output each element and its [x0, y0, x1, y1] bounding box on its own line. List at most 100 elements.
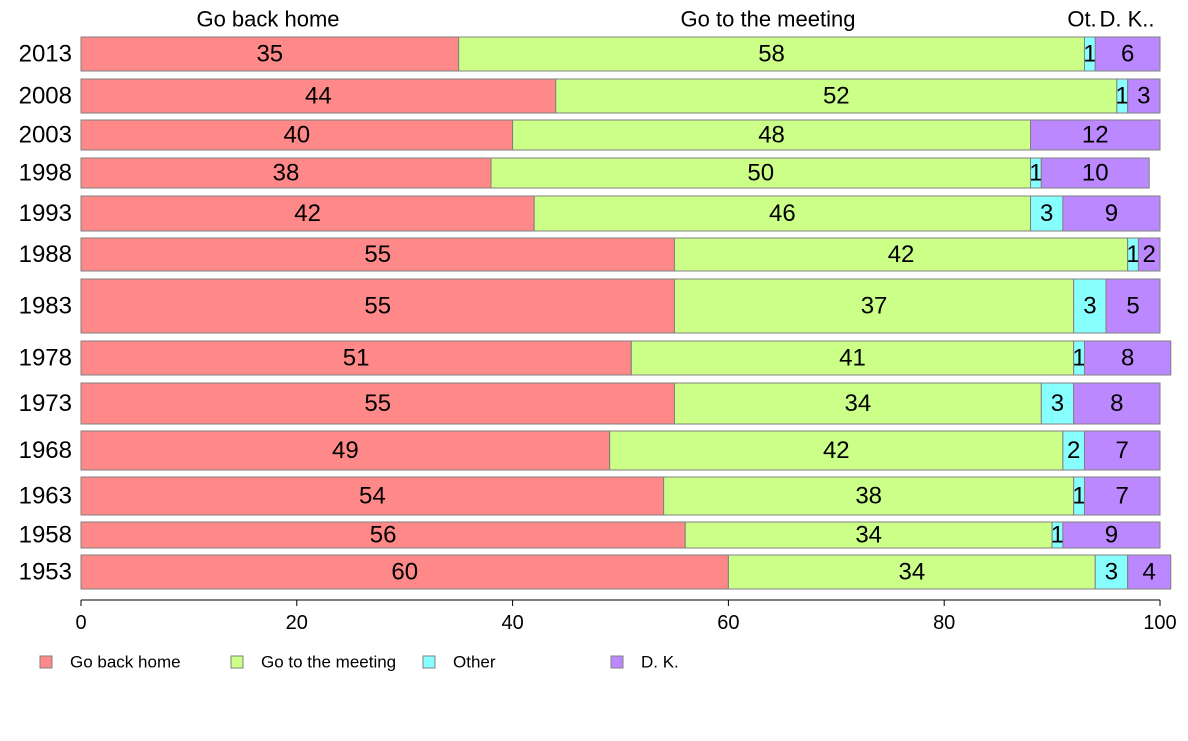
- x-tick-label: 0: [75, 612, 86, 634]
- data-label: 12: [1082, 122, 1109, 149]
- data-label: 50: [747, 160, 774, 187]
- bar-segment: [80, 278, 675, 334]
- data-label: 44: [305, 83, 332, 110]
- bar-segment: [80, 340, 632, 376]
- bar-segment: [630, 340, 1075, 376]
- data-label: 34: [898, 559, 925, 586]
- x-tick-label: 100: [1143, 612, 1176, 634]
- data-label: 1: [1126, 241, 1139, 268]
- data-label: 4: [1143, 559, 1156, 586]
- bar-segment: [727, 554, 1096, 590]
- data-label: 1: [1072, 345, 1085, 372]
- bar-segment: [490, 157, 1032, 189]
- data-label: 1: [1083, 41, 1096, 68]
- bar-segment: [1094, 554, 1129, 590]
- bar-segment: [1083, 476, 1161, 516]
- data-label: 8: [1110, 390, 1123, 417]
- bar-segment: [80, 237, 675, 272]
- bar-segment: [1030, 119, 1161, 151]
- x-tick-label: 40: [501, 612, 523, 634]
- data-label: 35: [256, 41, 283, 68]
- legend-label: Go to the meeting: [261, 653, 396, 672]
- data-label: 3: [1105, 559, 1118, 586]
- category-label: 1978: [19, 345, 72, 372]
- bar-segment: [555, 78, 1118, 114]
- data-label: 51: [343, 345, 370, 372]
- bar-segment: [1040, 382, 1075, 425]
- data-label: 3: [1137, 83, 1150, 110]
- data-label: 34: [855, 522, 882, 549]
- category-label: 2013: [19, 41, 72, 68]
- data-label: 1: [1116, 83, 1129, 110]
- bar-segment: [80, 195, 535, 232]
- data-label: 40: [283, 122, 310, 149]
- category-label: 1968: [19, 437, 72, 464]
- bar-segment: [1105, 278, 1161, 334]
- category-label: 1973: [19, 390, 72, 417]
- data-label: 55: [364, 293, 391, 320]
- category-label: 1998: [19, 160, 72, 187]
- data-label: 7: [1116, 483, 1129, 510]
- data-label: 58: [758, 41, 785, 68]
- category-label: 1958: [19, 522, 72, 549]
- category-label: 1993: [19, 200, 72, 227]
- data-label: 38: [273, 160, 300, 187]
- category-label: 2008: [19, 83, 72, 110]
- category-label: 2003: [19, 122, 72, 149]
- legend-swatch: [39, 655, 53, 669]
- bar-segment: [673, 237, 1129, 272]
- bar-segment: [80, 521, 686, 549]
- data-label: 56: [370, 522, 397, 549]
- data-label: 1: [1051, 522, 1064, 549]
- data-label: 1: [1029, 160, 1042, 187]
- data-label: 48: [758, 122, 785, 149]
- bar-segment: [1083, 430, 1161, 471]
- data-label: 3: [1040, 200, 1053, 227]
- data-label: 42: [294, 200, 321, 227]
- bar-segment: [1062, 521, 1161, 549]
- x-tick-label: 80: [933, 612, 955, 634]
- data-label: 60: [391, 559, 418, 586]
- bar-segment: [512, 119, 1032, 151]
- top-label: Ot.: [1067, 7, 1096, 32]
- data-label: 34: [845, 390, 872, 417]
- data-label: 42: [888, 241, 915, 268]
- bar-segment: [1127, 78, 1161, 114]
- data-label: 52: [823, 83, 850, 110]
- data-label: 2: [1067, 437, 1080, 464]
- bar-segment: [80, 119, 514, 151]
- data-label: 7: [1116, 437, 1129, 464]
- bar-segment: [1083, 340, 1172, 376]
- data-label: 55: [364, 241, 391, 268]
- category-label: 1963: [19, 483, 72, 510]
- data-label: 37: [861, 293, 888, 320]
- top-label: Go back home: [196, 7, 339, 32]
- data-label: 38: [855, 483, 882, 510]
- category-label: 1953: [19, 559, 72, 586]
- bar-segment: [1062, 195, 1161, 232]
- bar-segment: [673, 278, 1075, 334]
- top-label: D. K..: [1099, 7, 1154, 32]
- data-label: 55: [364, 390, 391, 417]
- data-label: 6: [1121, 41, 1134, 68]
- category-label: 1983: [19, 293, 72, 320]
- bar-segment: [1127, 554, 1172, 590]
- data-label: 9: [1105, 522, 1118, 549]
- data-label: 42: [823, 437, 850, 464]
- data-label: 9: [1105, 200, 1118, 227]
- top-label: Go to the meeting: [681, 7, 856, 32]
- x-tick-label: 20: [286, 612, 308, 634]
- legend-swatch: [422, 655, 436, 669]
- data-label: 3: [1083, 293, 1096, 320]
- data-label: 49: [332, 437, 359, 464]
- data-label: 46: [769, 200, 796, 227]
- legend-swatch: [610, 655, 624, 669]
- bar-segment: [1073, 382, 1161, 425]
- bar-segment: [1073, 278, 1107, 334]
- data-label: 3: [1051, 390, 1064, 417]
- bar-segment: [1030, 195, 1064, 232]
- bar-segment: [1137, 237, 1161, 272]
- bar-segment: [80, 36, 460, 72]
